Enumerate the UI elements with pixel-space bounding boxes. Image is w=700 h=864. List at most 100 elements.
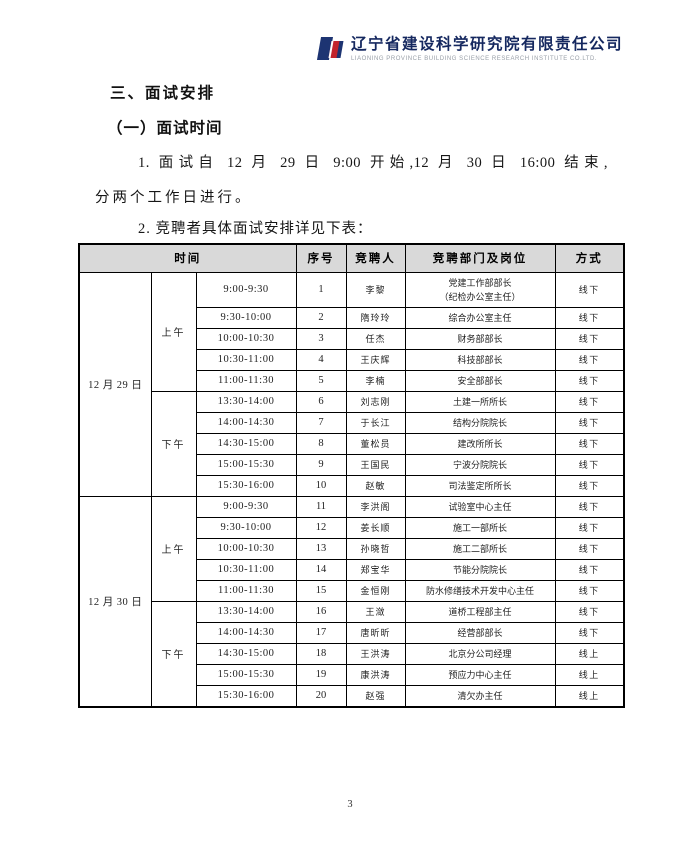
schedule-dept-cell: 施工二部所长 [404,537,556,560]
interview-schedule-table: 时间 序号 竞聘人 竞聘部门及岗位 方式 12 月 29 日上午 9:00-9:3… [78,243,625,708]
schedule-dept-cell: 土建一所所长 [404,390,556,413]
schedule-row: 15:30-16:00 10 赵敏 司法鉴定所所长 线下 [79,474,625,497]
schedule-method-cell: 线上 [554,684,625,707]
schedule-dept-cell: 北京分公司经理 [404,642,556,665]
schedule-candidate-cell: 姜长顺 [345,516,406,539]
company-logo: 辽宁省建设科学研究院有限责任公司 LIAONING PROVINCE BUILD… [316,35,623,63]
schedule-row: 9:30-10:00 2 隋玲玲 综合办公室主任 线下 [79,306,625,329]
schedule-dept-cell: 宁波分院院长 [404,453,556,476]
schedule-time-cell: 9:00-9:30 [195,495,297,518]
schedule-method-cell: 线下 [554,411,625,434]
schedule-candidate-cell: 董松员 [345,432,406,455]
schedule-time-cell: 15:00-15:30 [195,663,297,686]
schedule-dept-cell: 建改所所长 [404,432,556,455]
company-logo-icon [316,35,344,63]
schedule-time-cell: 10:00-10:30 [195,327,297,350]
schedule-dept-cell: 道桥工程部主任 [404,600,556,623]
schedule-method-cell: 线上 [554,663,625,686]
schedule-dept-cell: 安全部部长 [404,369,556,392]
schedule-candidate-cell: 刘志刚 [345,390,406,413]
schedule-dept-cell: 节能分院院长 [404,558,556,581]
schedule-method-cell: 线下 [554,453,625,476]
schedule-time-cell: 10:30-11:00 [195,558,297,581]
paragraph-1-line-1: 1. 面试自 12 月 29 日 9:00 开始,12 月 30 日 16:00… [138,155,608,171]
schedule-method-cell: 线下 [554,558,625,581]
schedule-time-cell: 9:00-9:30 [195,271,297,308]
paragraph-1-line-2: 分两个工作日进行。 [95,190,253,206]
schedule-dept-cell: 试验室中心主任 [404,495,556,518]
schedule-dept-cell: 党建工作部部长 （纪检办公室主任） [404,271,556,308]
schedule-time-cell: 11:00-11:30 [195,579,297,602]
schedule-no-cell: 16 [295,600,347,623]
subsection-heading: （一）面试时间 [107,120,223,137]
schedule-no-cell: 12 [295,516,347,539]
schedule-no-cell: 15 [295,579,347,602]
col-header-time: 时间 [78,243,297,273]
schedule-candidate-cell: 李黎 [345,271,406,308]
schedule-no-cell: 17 [295,621,347,644]
schedule-no-cell: 4 [295,348,347,371]
schedule-row: 14:00-14:30 7 于长江 结构分院院长 线下 [79,411,625,434]
schedule-dept-cell: 防水修缮技术开发中心主任 [404,579,556,602]
schedule-session-cell: 下午 [150,600,197,707]
schedule-time-cell: 14:00-14:30 [195,621,297,644]
schedule-no-cell: 5 [295,369,347,392]
schedule-session-cell: 上午 [150,495,197,602]
company-header: 辽宁省建设科学研究院有限责任公司 LIAONING PROVINCE BUILD… [0,35,700,63]
schedule-no-cell: 19 [295,663,347,686]
schedule-no-cell: 11 [295,495,347,518]
col-header-candidate: 竞聘人 [345,243,406,273]
schedule-candidate-cell: 金恒刚 [345,579,406,602]
schedule-candidate-cell: 任杰 [345,327,406,350]
schedule-row: 15:30-16:00 20 赵强 清欠办主任 线上 [79,684,625,707]
schedule-method-cell: 线下 [554,474,625,497]
schedule-row: 10:30-11:00 4 王庆辉 科技部部长 线下 [79,348,625,371]
schedule-candidate-cell: 唐昕昕 [345,621,406,644]
schedule-candidate-cell: 康洪涛 [345,663,406,686]
schedule-no-cell: 9 [295,453,347,476]
schedule-date-cell: 12 月 29 日 [78,271,152,497]
col-header-no: 序号 [295,243,347,273]
schedule-row: 12 月 29 日上午 9:00-9:30 1 李黎 党建工作部部长 （纪检办公室主任）… [78,271,625,497]
schedule-method-cell: 线下 [554,327,625,350]
schedule-time-cell: 15:30-16:00 [195,684,297,707]
schedule-time-cell: 13:30-14:00 [195,600,297,623]
schedule-method-cell: 线上 [554,642,625,665]
company-name-cn: 辽宁省建设科学研究院有限责任公司 [350,36,623,53]
schedule-dept-cell: 经营部部长 [404,621,556,644]
section-heading: 三、面试安排 [110,85,216,102]
schedule-dept-cell: 清欠办主任 [404,684,556,707]
schedule-row: 11:00-11:30 5 李楠 安全部部长 线下 [79,369,625,392]
page-number: 3 [347,799,353,810]
schedule-time-cell: 9:30-10:00 [195,306,297,329]
schedule-no-cell: 8 [295,432,347,455]
schedule-method-cell: 线下 [554,432,625,455]
schedule-method-cell: 线下 [554,306,625,329]
schedule-no-cell: 18 [295,642,347,665]
schedule-row: 下午 13:30-14:00 6 刘志刚 土建一所所长 线下 [79,390,625,497]
schedule-method-cell: 线下 [554,369,625,392]
company-name-en: LIAONING PROVINCE BUILDING SCIENCE RESEA… [350,56,598,62]
schedule-candidate-cell: 王庆辉 [345,348,406,371]
schedule-candidate-cell: 隋玲玲 [345,306,406,329]
schedule-method-cell: 线下 [554,495,625,518]
schedule-candidate-cell: 李楠 [345,369,406,392]
schedule-time-cell: 9:30-10:00 [195,516,297,539]
company-logo-text: 辽宁省建设科学研究院有限责任公司 LIAONING PROVINCE BUILD… [351,35,623,62]
schedule-no-cell: 1 [295,271,347,308]
schedule-time-cell: 10:30-11:00 [195,348,297,371]
schedule-date-cell: 12 月 30 日 [78,495,152,707]
schedule-candidate-cell: 王国民 [345,453,406,476]
schedule-candidate-cell: 郑宝华 [345,558,406,581]
paragraph-2: 2. 竞聘者具体面试安排详见下表： [138,221,373,237]
col-header-dept: 竞聘部门及岗位 [404,243,556,273]
schedule-row: 12 月 30 日上午 9:00-9:30 11 李洪阁 试验室中心主任 线下 [78,495,625,707]
schedule-no-cell: 14 [295,558,347,581]
schedule-candidate-cell: 王潋 [345,600,406,623]
schedule-time-cell: 10:00-10:30 [195,537,297,560]
schedule-no-cell: 13 [295,537,347,560]
schedule-session-cell: 上午 [150,271,197,392]
schedule-method-cell: 线下 [554,600,625,623]
schedule-time-cell: 15:00-15:30 [195,453,297,476]
